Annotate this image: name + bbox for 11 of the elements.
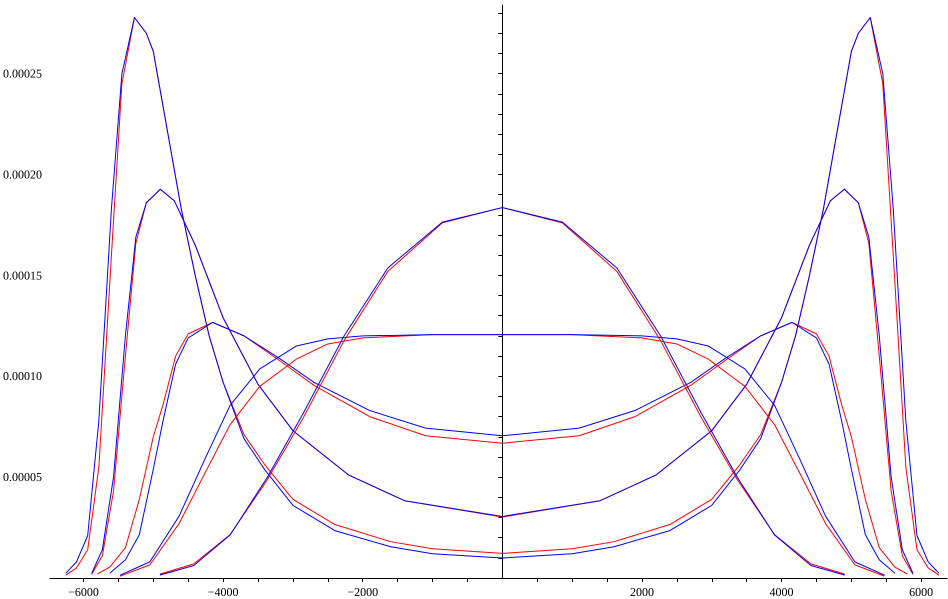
y-tick-label: 0.00010 bbox=[3, 369, 42, 384]
x-tick-label: −6000 bbox=[68, 585, 99, 599]
x-tick-label: −2000 bbox=[347, 585, 378, 599]
x-tick-label: −4000 bbox=[208, 585, 239, 599]
y-tick-label: 0.00005 bbox=[3, 470, 42, 484]
y-tick-label: 0.00020 bbox=[3, 167, 42, 182]
y-tick-label: 0.00015 bbox=[3, 268, 42, 282]
x-tick-label: 4000 bbox=[770, 585, 794, 599]
y-tick-label: 0.00025 bbox=[3, 66, 42, 81]
x-tick-label: 6000 bbox=[909, 585, 934, 599]
x-tick-label: 2000 bbox=[630, 585, 654, 599]
